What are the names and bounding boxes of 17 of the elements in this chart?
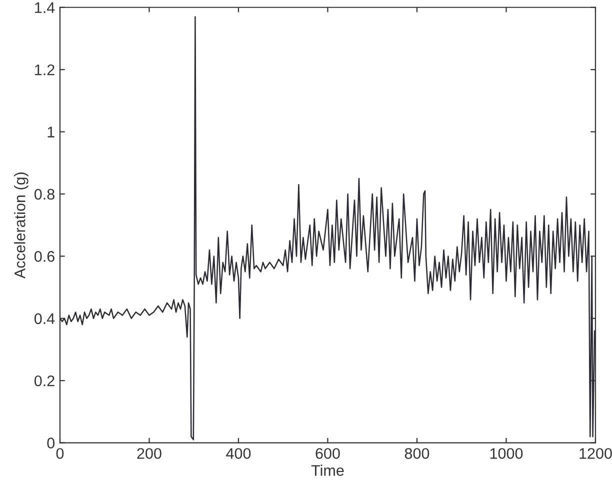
y-tick-label: 1 bbox=[48, 126, 54, 138]
y-tick-label: 0.8 bbox=[34, 188, 54, 200]
x-tick-label: 1000 bbox=[490, 448, 523, 459]
y-tick-label: 1.2 bbox=[35, 64, 54, 76]
x-tick-label: 200 bbox=[137, 448, 162, 459]
y-tick-label: 0.6 bbox=[34, 251, 54, 262]
x-axis-title: Time bbox=[311, 464, 344, 476]
x-tick-label: 600 bbox=[316, 448, 340, 459]
y-tick-label: 0.4 bbox=[34, 313, 55, 324]
y-tick-label: 0 bbox=[47, 438, 55, 448]
y-tick-label: 1.4 bbox=[35, 2, 55, 13]
y-tick-label: 0.2 bbox=[34, 375, 54, 386]
y-axis-title: Acceleration (g) bbox=[14, 172, 28, 279]
x-tick-label: 1200 bbox=[580, 448, 612, 459]
x-tick-label: 400 bbox=[226, 448, 251, 459]
x-tick-label: 0 bbox=[56, 448, 64, 459]
x-tick-label: 800 bbox=[404, 448, 430, 459]
